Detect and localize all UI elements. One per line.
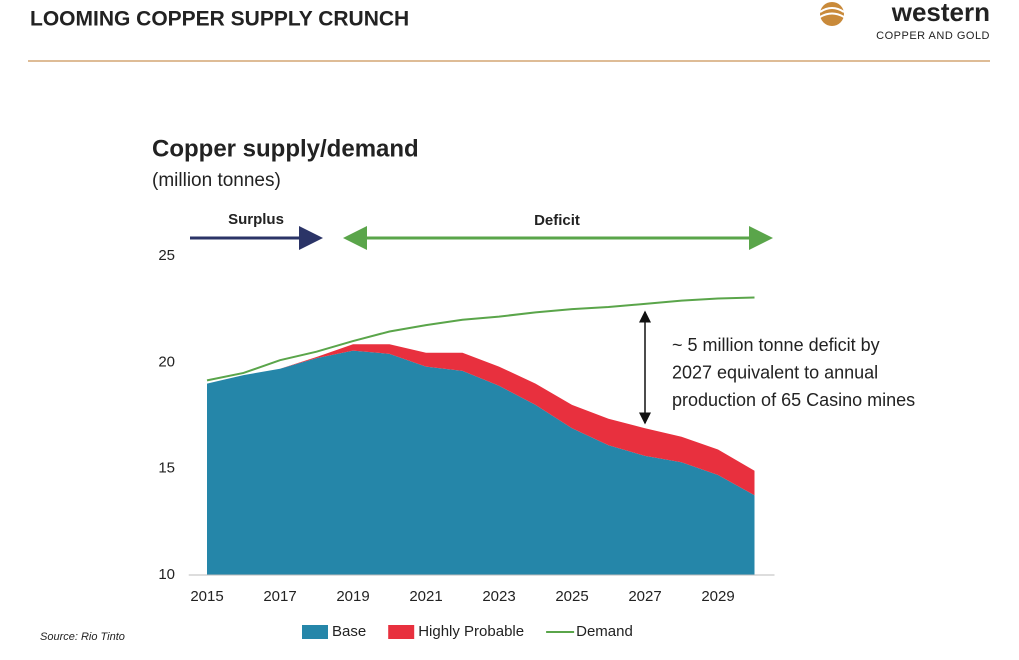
chart-subtitle: (million tonnes) <box>152 170 281 191</box>
legend-swatch <box>388 625 415 639</box>
x-tick-label: 2023 <box>482 588 515 605</box>
legend-label: Highly Probable <box>418 623 524 640</box>
logo: western COPPER AND GOLD <box>819 0 990 42</box>
logo-name: western <box>891 0 990 27</box>
area <box>207 344 755 496</box>
annotation-line: ~ 5 million tonne deficit by <box>672 335 880 355</box>
logo-icon-lines <box>819 7 845 18</box>
y-tick-label: 25 <box>158 247 175 264</box>
x-tick-label: 2021 <box>409 588 442 605</box>
annotation-line: 2027 equivalent to annual <box>672 362 878 382</box>
y-tick-label: 10 <box>158 566 175 583</box>
area <box>207 350 755 575</box>
x-tick-label: 2017 <box>263 588 296 605</box>
annotation-line: production of 65 Casino mines <box>672 390 915 410</box>
legend-label: Demand <box>576 623 633 640</box>
x-tick-label: 2027 <box>628 588 661 605</box>
legend-label: Base <box>332 623 366 640</box>
chart-title: Copper supply/demand <box>152 135 419 162</box>
x-tick-label: 2015 <box>190 588 223 605</box>
demand-line <box>206 296 755 382</box>
x-tick-label: 2029 <box>701 588 734 605</box>
deficit-label: Deficit <box>534 212 580 229</box>
source: Source: Rio Tinto <box>40 631 125 643</box>
legend-swatch <box>302 625 328 639</box>
x-tick-label: 2025 <box>555 588 588 605</box>
surplus-label: Surplus <box>228 211 284 228</box>
logo-tagline: COPPER AND GOLD <box>876 30 990 42</box>
slide-title: LOOMING COPPER SUPPLY CRUNCH <box>30 8 409 31</box>
x-tick-label: 2019 <box>336 588 369 605</box>
y-tick-label: 15 <box>158 460 175 477</box>
y-tick-label: 20 <box>158 353 175 370</box>
